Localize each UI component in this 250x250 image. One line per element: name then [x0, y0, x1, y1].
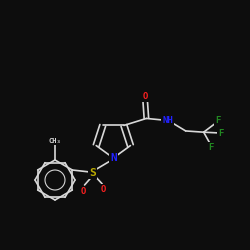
- Text: O: O: [101, 186, 106, 194]
- Text: F: F: [208, 143, 214, 152]
- Text: NH: NH: [162, 116, 173, 125]
- Text: O: O: [81, 187, 86, 196]
- Text: F: F: [216, 116, 221, 125]
- Text: CH₃: CH₃: [49, 138, 62, 143]
- Text: S: S: [90, 168, 96, 177]
- Text: O: O: [142, 92, 148, 101]
- Text: N: N: [110, 153, 117, 163]
- Text: F: F: [218, 129, 223, 138]
